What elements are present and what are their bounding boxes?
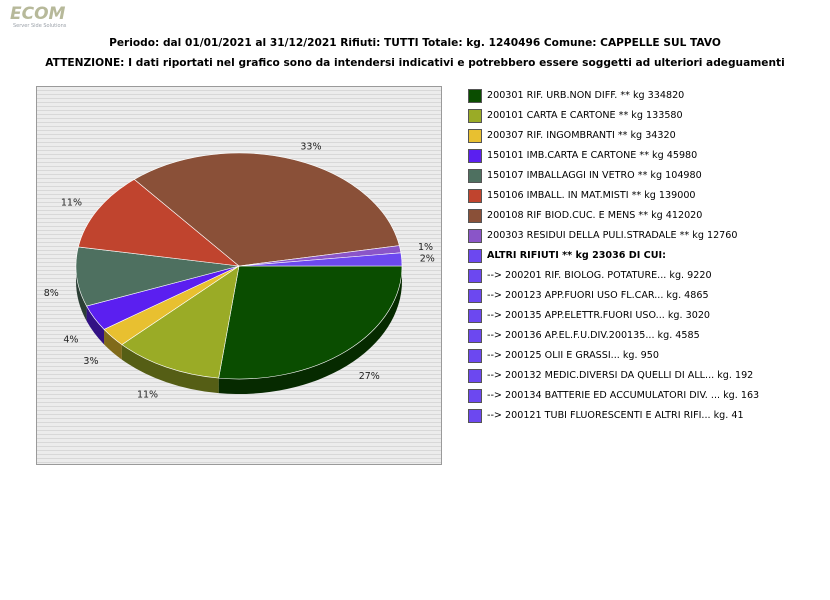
legend-item: 200301 RIF. URB.NON DIFF. ** kg 334820 <box>466 89 830 104</box>
legend-label: 200301 RIF. URB.NON DIFF. ** kg 334820 <box>487 90 685 101</box>
slice-0 <box>218 265 403 380</box>
pie-tops <box>75 152 403 380</box>
slice-pct-label-2: 3% <box>83 356 98 367</box>
legend-swatch <box>468 149 482 163</box>
legend-item: 200303 RESIDUI DELLA PULI.STRADALE ** kg… <box>466 229 830 244</box>
legend-label: 150101 IMB.CARTA E CARTONE ** kg 45980 <box>487 150 698 161</box>
slice-pct-label-8: 2% <box>420 254 435 265</box>
logo-word: ECOM <box>10 4 66 24</box>
slice-6 <box>133 152 400 267</box>
slice-pct-label-0: 27% <box>359 371 380 382</box>
legend-label: 200108 RIF BIOD.CUC. E MENS ** kg 412020 <box>487 210 703 221</box>
legend-item: --> 200136 AP.EL.F.U.DIV.200135... kg. 4… <box>466 329 830 344</box>
legend-swatch <box>468 309 482 323</box>
legend-label: 200303 RESIDUI DELLA PULI.STRADALE ** kg… <box>487 230 738 241</box>
slice-side-3 <box>86 306 105 345</box>
slice-side-4 <box>76 266 87 322</box>
legend-swatch <box>468 169 482 183</box>
legend-item: --> 200121 TUBI FLUORESCENTI E ALTRI RIF… <box>466 409 830 424</box>
legend-label: --> 200132 MEDIC.DIVERSI DA QUELLI DI AL… <box>487 370 754 381</box>
legend-label: --> 200134 BATTERIE ED ACCUMULATORI DIV.… <box>487 390 760 401</box>
legend-swatch <box>468 329 482 343</box>
legend-label: 200101 CARTA E CARTONE ** kg 133580 <box>487 110 683 121</box>
pie-chart: 27% 11% 3% 4% 8% 11% 33% 1%2% <box>36 86 442 465</box>
legend-item: 200108 RIF BIOD.CUC. E MENS ** kg 412020 <box>466 209 830 224</box>
legend-label: 150106 IMBALL. IN MAT.MISTI ** kg 139000 <box>487 190 696 201</box>
legend-swatch <box>468 109 482 123</box>
legend-item: 200307 RIF. INGOMBRANTI ** kg 34320 <box>466 129 830 144</box>
legend-swatch <box>468 189 482 203</box>
legend-item: ALTRI RIFIUTI ** kg 23036 DI CUI: <box>466 249 830 264</box>
slice-1 <box>121 265 240 379</box>
legend-label: 150107 IMBALLAGGI IN VETRO ** kg 104980 <box>487 170 702 181</box>
legend-label: --> 200125 OLII E GRASSI... kg. 950 <box>487 350 659 361</box>
legend-swatch <box>468 409 482 423</box>
disclaimer-text: ATTENZIONE: I dati riportati nel grafico… <box>45 57 785 69</box>
period-summary: Periodo: dal 01/01/2021 al 31/12/2021 Ri… <box>109 37 721 49</box>
legend-swatch <box>468 129 482 143</box>
legend-swatch <box>468 269 482 283</box>
legend-item: 150106 IMBALL. IN MAT.MISTI ** kg 139000 <box>466 189 830 204</box>
legend-item: 200101 CARTA E CARTONE ** kg 133580 <box>466 109 830 124</box>
legend-label: --> 200121 TUBI FLUORESCENTI E ALTRI RIF… <box>487 410 744 421</box>
legend-swatch <box>468 349 482 363</box>
logo-tagline: Server Side Solutions <box>13 23 67 29</box>
legend-label: --> 200135 APP.ELETTR.FUORI USO... kg. 3… <box>487 310 711 321</box>
slice-pct-label-4: 8% <box>44 288 59 299</box>
legend-swatch <box>468 249 482 263</box>
slice-pct-label-6: 33% <box>300 142 321 153</box>
legend-swatch <box>468 229 482 243</box>
legend-label: ALTRI RIFIUTI ** kg 23036 DI CUI: <box>487 250 666 261</box>
legend-item: --> 200135 APP.ELETTR.FUORI USO... kg. 3… <box>466 309 830 324</box>
legend-item: --> 200201 RIF. BIOLOG. POTATURE... kg. … <box>466 269 830 284</box>
slice-side-2 <box>104 329 122 360</box>
legend-item: 150101 IMB.CARTA E CARTONE ** kg 45980 <box>466 149 830 164</box>
legend-swatch <box>468 389 482 403</box>
slice-5 <box>77 179 240 267</box>
legend-swatch <box>468 209 482 223</box>
legend-label: 200307 RIF. INGOMBRANTI ** kg 34320 <box>487 130 676 141</box>
slice-pct-label-1: 11% <box>137 390 158 401</box>
legend-swatch <box>468 89 482 103</box>
slice-side-0 <box>218 266 402 394</box>
slice-pct-label-7: 1% <box>418 242 433 253</box>
slice-4 <box>75 246 240 307</box>
legend-swatch <box>468 369 482 383</box>
legend-label: --> 200123 APP.FUORI USO FL.CAR... kg. 4… <box>487 290 709 301</box>
legend-label: --> 200136 AP.EL.F.U.DIV.200135... kg. 4… <box>487 330 700 341</box>
slice-8 <box>238 252 403 267</box>
legend-swatch <box>468 289 482 303</box>
pie-labels: 27% 11% 3% 4% 8% 11% 33% 1%2% <box>44 142 435 401</box>
legend-item: --> 200123 APP.FUORI USO FL.CAR... kg. 4… <box>466 289 830 304</box>
legend-item: --> 200134 BATTERIE ED ACCUMULATORI DIV.… <box>466 389 830 404</box>
legend-item: --> 200132 MEDIC.DIVERSI DA QUELLI DI AL… <box>466 369 830 384</box>
legend-item: 150107 IMBALLAGGI IN VETRO ** kg 104980 <box>466 169 830 184</box>
ecom-logo: ECOM Server Side Solutions <box>10 6 100 30</box>
legend-label: --> 200201 RIF. BIOLOG. POTATURE... kg. … <box>487 270 712 281</box>
slice-pct-label-5: 11% <box>61 198 82 209</box>
slice-pct-label-3: 4% <box>63 335 78 346</box>
legend-item: --> 200125 OLII E GRASSI... kg. 950 <box>466 349 830 364</box>
